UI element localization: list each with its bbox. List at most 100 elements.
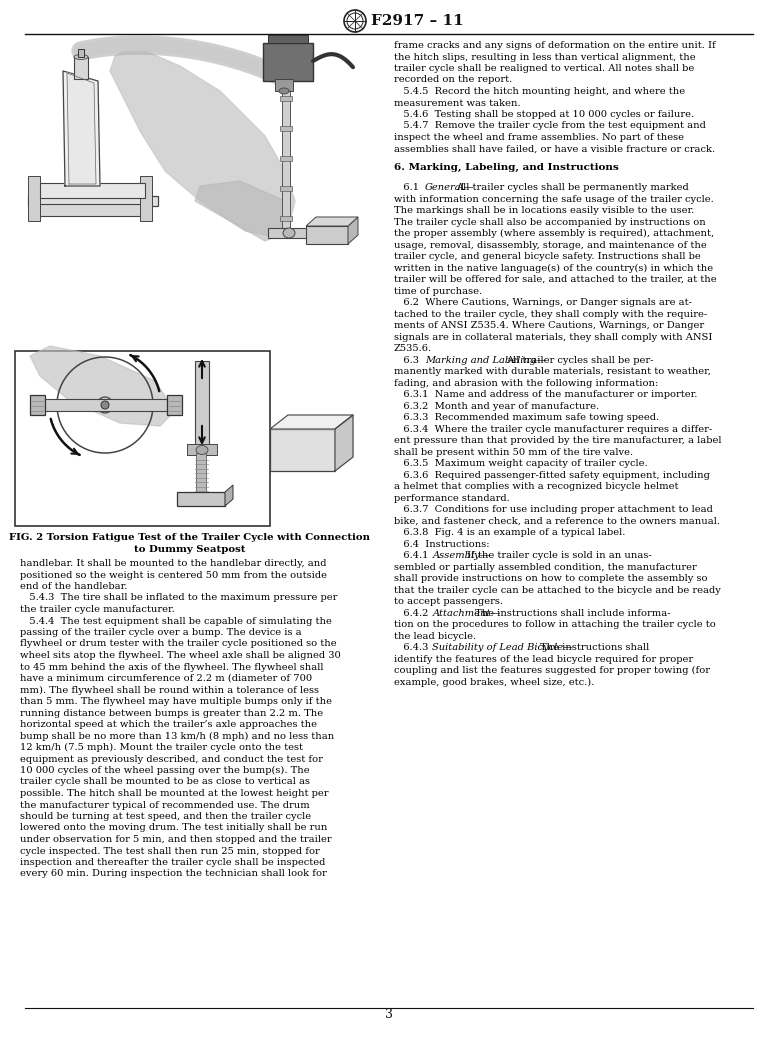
Ellipse shape <box>74 54 88 59</box>
Text: 6.1: 6.1 <box>394 183 426 192</box>
Text: the proper assembly (where assembly is required), attachment,: the proper assembly (where assembly is r… <box>394 229 714 238</box>
Text: bike, and fastener check, and a reference to the owners manual.: bike, and fastener check, and a referenc… <box>394 516 720 526</box>
Text: 6.3.2  Month and year of manufacture.: 6.3.2 Month and year of manufacture. <box>394 402 599 410</box>
Polygon shape <box>270 415 353 429</box>
Text: Assembly—: Assembly— <box>433 551 490 560</box>
Text: positioned so the weight is centered 50 mm from the outside: positioned so the weight is centered 50 … <box>20 570 327 580</box>
Text: that the trailer cycle can be attached to the bicycle and be ready: that the trailer cycle can be attached t… <box>394 585 721 594</box>
Bar <box>78 49 84 57</box>
Text: example, good brakes, wheel size, etc.).: example, good brakes, wheel size, etc.). <box>394 678 594 687</box>
Text: manently marked with durable materials, resistant to weather,: manently marked with durable materials, … <box>394 367 711 376</box>
Text: If the trailer cycle is sold in an unas-: If the trailer cycle is sold in an unas- <box>467 551 652 560</box>
Text: to accept passengers.: to accept passengers. <box>394 598 503 606</box>
Text: 6.3.3  Recommended maximum safe towing speed.: 6.3.3 Recommended maximum safe towing sp… <box>394 413 659 422</box>
Text: to Dummy Seatpost: to Dummy Seatpost <box>135 545 246 554</box>
Text: 6.3.5  Maximum weight capacity of trailer cycle.: 6.3.5 Maximum weight capacity of trailer… <box>394 459 647 468</box>
Ellipse shape <box>196 446 208 455</box>
Bar <box>280 215 292 221</box>
Text: All trailer cycles shall be per-: All trailer cycles shall be per- <box>506 356 654 364</box>
Text: handlebar. It shall be mounted to the handlebar directly, and: handlebar. It shall be mounted to the ha… <box>20 559 327 568</box>
Text: identify the features of the lead bicycle required for proper: identify the features of the lead bicycl… <box>394 655 693 663</box>
Bar <box>263 43 313 81</box>
Text: ments of ANSI Z535.4. Where Cautions, Warnings, or Danger: ments of ANSI Z535.4. Where Cautions, Wa… <box>394 321 704 330</box>
Text: frame cracks and any signs of deformation on the entire unit. If: frame cracks and any signs of deformatio… <box>394 41 716 50</box>
Text: lowered onto the moving drum. The test initially shall be run: lowered onto the moving drum. The test i… <box>20 823 328 833</box>
Polygon shape <box>225 485 233 506</box>
Bar <box>280 126 292 131</box>
Text: Z535.6.: Z535.6. <box>394 344 432 353</box>
Text: trailer cycle, and general bicycle safety. Instructions shall be: trailer cycle, and general bicycle safet… <box>394 252 701 261</box>
Text: equipment as previously described, and conduct the test for: equipment as previously described, and c… <box>20 755 323 763</box>
Bar <box>270 429 335 471</box>
Text: shall be present within 50 mm of the tire valve.: shall be present within 50 mm of the tir… <box>394 448 633 457</box>
Bar <box>280 96 292 101</box>
Bar <box>280 156 292 161</box>
Text: tion on the procedures to follow in attaching the trailer cycle to: tion on the procedures to follow in atta… <box>394 620 716 629</box>
Bar <box>15 351 270 526</box>
Bar <box>28 176 40 221</box>
Text: General—: General— <box>425 183 475 192</box>
Polygon shape <box>63 71 100 186</box>
Text: 6.4.2: 6.4.2 <box>394 609 435 617</box>
Text: 12 km/h (7.5 mph). Mount the trailer cycle onto the test: 12 km/h (7.5 mph). Mount the trailer cyc… <box>20 743 303 753</box>
Text: All trailer cycles shall be permanently marked: All trailer cycles shall be permanently … <box>456 183 689 192</box>
Polygon shape <box>306 217 358 226</box>
Text: bump shall be no more than 13 km/h (8 mph) and no less than: bump shall be no more than 13 km/h (8 mp… <box>20 732 335 740</box>
Text: signals are in collateral materials, they shall comply with ANSI: signals are in collateral materials, the… <box>394 332 713 341</box>
Polygon shape <box>348 217 358 244</box>
Text: wheel sits atop the flywheel. The wheel axle shall be aligned 30: wheel sits atop the flywheel. The wheel … <box>20 651 341 660</box>
Bar <box>28 196 158 206</box>
Text: the trailer cycle manufacturer.: the trailer cycle manufacturer. <box>20 605 175 614</box>
Text: Suitability of Lead Bicycle—: Suitability of Lead Bicycle— <box>433 643 573 652</box>
Bar <box>177 492 225 506</box>
Bar <box>43 399 167 411</box>
Text: than 5 mm. The flywheel may have multiple bumps only if the: than 5 mm. The flywheel may have multipl… <box>20 697 332 706</box>
Text: Attachment—: Attachment— <box>433 609 501 617</box>
Text: with information concerning the safe usage of the trailer cycle.: with information concerning the safe usa… <box>394 195 713 204</box>
Bar <box>268 35 308 43</box>
Text: 5.4.6  Testing shall be stopped at 10 000 cycles or failure.: 5.4.6 Testing shall be stopped at 10 000… <box>394 110 694 119</box>
Text: F2917 – 11: F2917 – 11 <box>371 14 464 28</box>
Text: measurement was taken.: measurement was taken. <box>394 99 520 107</box>
Text: under observation for 5 min, and then stopped and the trailer: under observation for 5 min, and then st… <box>20 835 331 844</box>
Text: 6.3.1  Name and address of the manufacturer or importer.: 6.3.1 Name and address of the manufactur… <box>394 390 697 399</box>
Text: passing of the trailer cycle over a bump. The device is a: passing of the trailer cycle over a bump… <box>20 628 302 637</box>
Text: trailer will be offered for sale, and attached to the trailer, at the: trailer will be offered for sale, and at… <box>394 275 717 284</box>
Text: The trailer cycle shall also be accompanied by instructions on: The trailer cycle shall also be accompan… <box>394 218 706 227</box>
Text: 6.3.4  Where the trailer cycle manufacturer requires a differ-: 6.3.4 Where the trailer cycle manufactur… <box>394 425 712 433</box>
Ellipse shape <box>279 88 289 94</box>
Text: Marking and Labeling—: Marking and Labeling— <box>425 356 546 364</box>
Text: trailer cycle shall be realigned to vertical. All notes shall be: trailer cycle shall be realigned to vert… <box>394 64 694 73</box>
Text: cycle inspected. The test shall then run 25 min, stopped for: cycle inspected. The test shall then run… <box>20 846 320 856</box>
Text: inspection and thereafter the trailer cycle shall be inspected: inspection and thereafter the trailer cy… <box>20 858 325 867</box>
Text: trailer cycle shall be mounted to be as close to vertical as: trailer cycle shall be mounted to be as … <box>20 778 310 787</box>
Polygon shape <box>335 415 353 471</box>
Text: performance standard.: performance standard. <box>394 493 510 503</box>
Text: possible. The hitch shall be mounted at the lowest height per: possible. The hitch shall be mounted at … <box>20 789 328 798</box>
Bar <box>195 361 209 446</box>
Text: 6.4.1: 6.4.1 <box>394 551 435 560</box>
Text: The markings shall be in locations easily visible to the user.: The markings shall be in locations easil… <box>394 206 694 215</box>
Text: 3: 3 <box>385 1008 393 1021</box>
Bar <box>74 57 88 79</box>
Bar <box>275 79 293 91</box>
Bar <box>268 228 310 238</box>
Polygon shape <box>30 346 175 426</box>
Text: written in the native language(s) of the country(s) in which the: written in the native language(s) of the… <box>394 263 713 273</box>
Text: inspect the wheel and frame assemblies. No part of these: inspect the wheel and frame assemblies. … <box>394 133 684 142</box>
Text: the manufacturer typical of recommended use. The drum: the manufacturer typical of recommended … <box>20 801 310 810</box>
Bar <box>140 176 152 221</box>
Text: 5.4.5  Record the hitch mounting height, and where the: 5.4.5 Record the hitch mounting height, … <box>394 87 685 96</box>
Text: time of purchase.: time of purchase. <box>394 286 482 296</box>
Text: 5.4.3  The tire shall be inflated to the maximum pressure per: 5.4.3 The tire shall be inflated to the … <box>20 593 338 603</box>
Text: 6.2  Where Cautions, Warnings, or Danger signals are at-: 6.2 Where Cautions, Warnings, or Danger … <box>394 298 692 307</box>
Text: mm). The flywheel shall be round within a tolerance of less: mm). The flywheel shall be round within … <box>20 686 319 694</box>
Text: 10 000 cycles of the wheel passing over the bump(s). The: 10 000 cycles of the wheel passing over … <box>20 766 310 776</box>
Text: 5.4.4  The test equipment shall be capable of simulating the: 5.4.4 The test equipment shall be capabl… <box>20 616 332 626</box>
Text: to 45 mm behind the axis of the flywheel. The flywheel shall: to 45 mm behind the axis of the flywheel… <box>20 662 324 671</box>
Bar <box>38 204 148 215</box>
Text: 6.4  Instructions:: 6.4 Instructions: <box>394 539 489 549</box>
Bar <box>187 445 217 455</box>
Text: 6.4.3: 6.4.3 <box>394 643 435 652</box>
Bar <box>40 183 145 198</box>
